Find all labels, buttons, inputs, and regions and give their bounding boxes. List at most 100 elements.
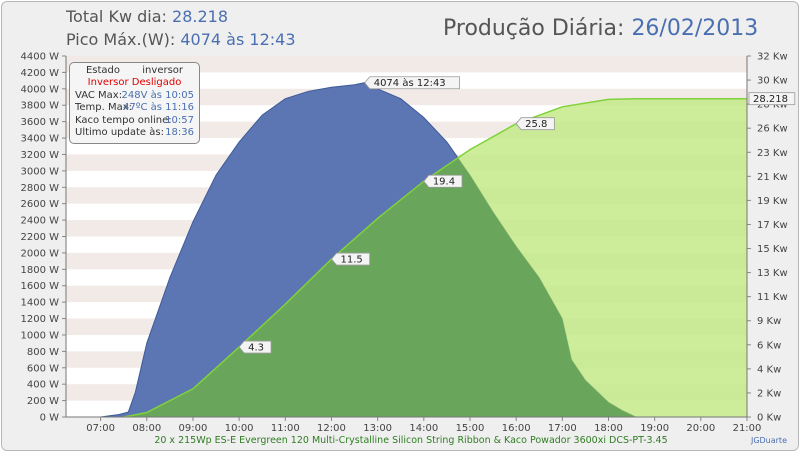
y-right-tick-label: 6 Kw: [757, 340, 781, 351]
grid-band: [66, 88, 747, 106]
info-row-value: 248V às 10:05: [121, 90, 194, 101]
y-left-tick-label: 2400 W: [20, 216, 59, 227]
y-left-tick-label: 2000 W: [20, 248, 59, 259]
y-right-tick-label: 28 Kw: [757, 100, 788, 111]
energy-total-label: 28.218: [748, 92, 796, 106]
footer-caption: 20 x 215Wp ES-E Evergreen 120 Multi-Crys…: [154, 435, 667, 446]
info-row-update: Ultimo update às: 18:36: [75, 127, 194, 139]
energy-data-label: 19.4: [423, 174, 463, 188]
data-label-text: 11.5: [340, 255, 362, 266]
estado-label: Estado: [85, 65, 121, 76]
data-label-box: [238, 340, 272, 354]
x-tick-label: 15:00: [456, 423, 485, 434]
x-tick-label: 19:00: [640, 423, 669, 434]
x-tick-label: 13:00: [363, 423, 392, 434]
y-right-tick-label: 30 Kw: [757, 76, 788, 87]
data-label-box: [364, 76, 461, 90]
inverter-state-header: Estado inversor: [70, 65, 199, 77]
y-left-tick-label: 4200 W: [20, 68, 59, 79]
y-right-tick-label: 26 Kw: [757, 124, 788, 135]
data-label-text: 28.218: [753, 94, 788, 105]
peak-power-label: 4074 às 12:43: [364, 76, 461, 90]
chart-title: Produção Diária: 26/02/2013: [443, 16, 758, 41]
x-tick-label: 10:00: [225, 423, 254, 434]
y-left-tick-label: 4000 W: [20, 84, 59, 95]
x-tick-label: 07:00: [86, 423, 115, 434]
data-label-box: [515, 117, 555, 131]
peak-max-label: Pico Máx.(W):: [66, 30, 176, 49]
info-row-value: 18:36: [165, 127, 194, 138]
y-right-tick-label: 9 Kw: [757, 316, 781, 327]
y-left-tick-label: 600 W: [27, 363, 59, 374]
total-kw-value: 28.218: [172, 7, 228, 26]
chart-title-date: 26/02/2013: [631, 16, 759, 41]
data-label-text: 4074 às 12:43: [374, 77, 446, 89]
x-tick-label: 11:00: [271, 423, 300, 434]
y-left-tick-label: 4400 W: [20, 52, 59, 63]
y-right-tick-label: 13 Kw: [757, 268, 788, 279]
inverter-info-box: Estado inversor Inversor Desligado VAC M…: [69, 62, 200, 144]
y-right-tick-label: 2 Kw: [757, 388, 781, 399]
info-row-label: Ultimo update às:: [75, 127, 164, 138]
footer-signature: JGDuarte: [750, 436, 787, 445]
energy-data-label: 25.8: [515, 117, 555, 131]
info-row-vac: VAC Max: 248V às 10:05: [75, 90, 194, 102]
y-left-tick-label: 200 W: [27, 396, 59, 407]
y-left-tick-label: 1000 W: [20, 330, 59, 341]
info-row-label: Temp. Max:: [75, 102, 133, 113]
y-left-tick-label: 3000 W: [20, 166, 59, 177]
y-left-tick-label: 1200 W: [20, 314, 59, 325]
y-right-tick-label: 4 Kw: [757, 364, 781, 375]
y-left-tick-label: 800 W: [27, 347, 59, 358]
y-right-tick-label: 0 Kw: [757, 413, 781, 424]
energy-line: [123, 97, 747, 417]
y-left-tick-label: 2800 W: [20, 183, 59, 194]
y-right-tick-label: 15 Kw: [757, 244, 788, 255]
energy-data-label: 11.5: [330, 252, 371, 266]
y-left-tick-label: 2600 W: [20, 199, 59, 210]
total-kw-day: Total Kw dia: 28.218: [66, 7, 228, 26]
y-left-tick-label: 3600 W: [20, 117, 59, 128]
x-tick-label: 14:00: [409, 423, 438, 434]
y-left-tick-label: 1400 W: [20, 298, 59, 309]
info-row-label: VAC Max:: [75, 90, 123, 101]
y-left-tick-label: 3400 W: [20, 134, 59, 145]
x-tick-label: 21:00: [733, 423, 762, 434]
y-right-tick-label: 19 Kw: [757, 196, 788, 207]
y-left-tick-label: 0 W: [40, 413, 60, 424]
x-tick-label: 20:00: [686, 423, 715, 434]
info-row-value: 47ºC às 11:16: [123, 102, 194, 113]
data-label-box: [748, 92, 796, 106]
x-tick-label: 16:00: [502, 423, 531, 434]
y-left-tick-label: 400 W: [27, 380, 59, 391]
x-tick-label: 17:00: [548, 423, 577, 434]
y-left-tick-label: 3800 W: [20, 101, 59, 112]
y-right-tick-label: 32 Kw: [757, 52, 788, 63]
data-label-box: [423, 174, 463, 188]
inverter-status: Inversor Desligado: [87, 77, 182, 88]
y-left-tick-label: 1600 W: [20, 281, 59, 292]
x-tick-label: 12:00: [317, 423, 346, 434]
x-tick-label: 08:00: [132, 423, 161, 434]
y-left-tick-label: 2200 W: [20, 232, 59, 243]
chart-title-label: Produção Diária:: [443, 16, 625, 41]
y-left-tick-label: 1800 W: [20, 265, 59, 276]
energy-data-label: 4.3: [238, 340, 272, 354]
data-label-box: [330, 252, 371, 266]
data-label-text: 25.8: [525, 119, 547, 130]
inversor-label: inversor: [142, 65, 184, 76]
data-label-text: 19.4: [433, 177, 455, 188]
y-left-tick-label: 3200 W: [20, 150, 59, 161]
info-row-label: Kaco tempo online:: [75, 115, 172, 126]
peak-max: Pico Máx.(W): 4074 às 12:43: [66, 30, 296, 49]
peak-max-value: 4074 às 12:43: [180, 30, 296, 49]
grid-band: [66, 56, 747, 73]
info-row-online: Kaco tempo online: 10:57: [75, 115, 194, 127]
x-tick-label: 18:00: [594, 423, 623, 434]
data-label-text: 4.3: [248, 343, 264, 354]
total-kw-label: Total Kw dia:: [66, 7, 167, 26]
x-tick-label: 09:00: [179, 423, 208, 434]
y-right-tick-label: 17 Kw: [757, 220, 788, 231]
info-row-value: 10:57: [165, 115, 194, 126]
y-right-tick-label: 11 Kw: [757, 292, 788, 303]
